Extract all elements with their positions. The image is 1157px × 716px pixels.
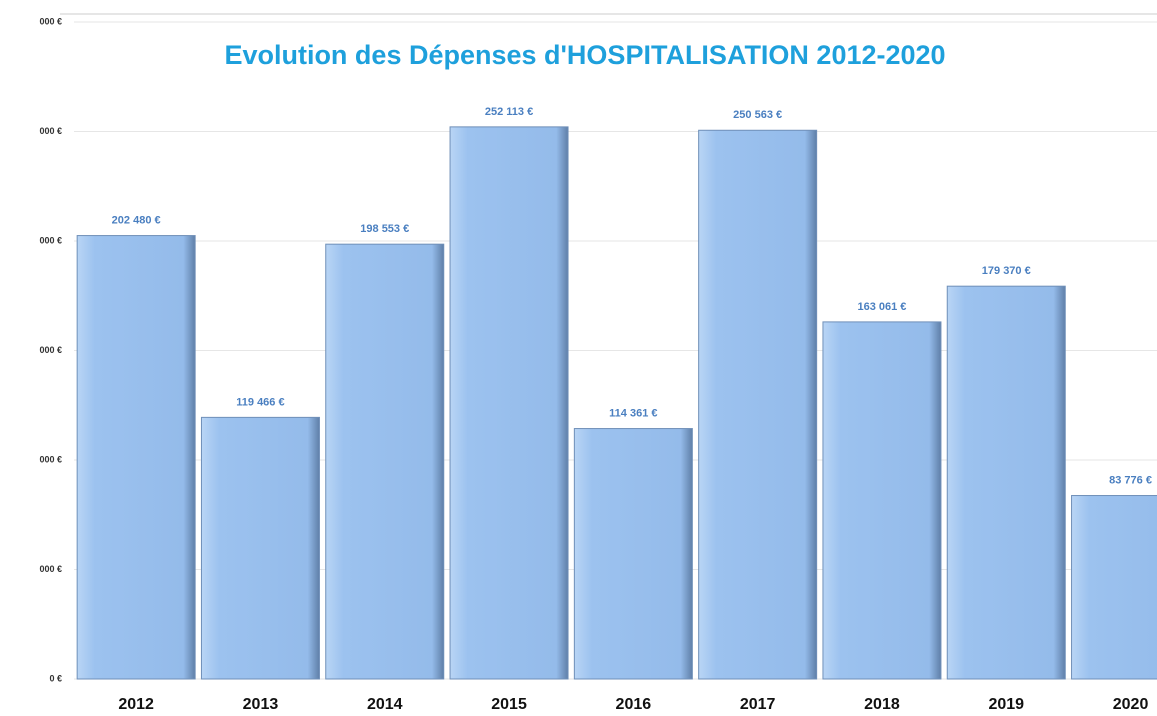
bar <box>698 129 818 680</box>
y-tick-label: 0 € <box>49 673 62 683</box>
bar <box>76 235 196 680</box>
y-tick-label: 000 € <box>39 235 62 245</box>
x-tick-label: 2018 <box>864 696 900 713</box>
y-tick-label: 000 € <box>39 345 62 355</box>
x-tick-label: 2015 <box>491 696 527 713</box>
x-tick-label: 2020 <box>1113 696 1149 713</box>
value-label: 202 480 € <box>112 214 161 226</box>
bar <box>822 321 942 680</box>
y-tick-label: 000 € <box>39 454 62 464</box>
value-label: 250 563 € <box>733 109 782 121</box>
value-label: 198 553 € <box>360 223 409 235</box>
x-tick-label: 2019 <box>988 696 1024 713</box>
x-tick-label: 2012 <box>118 696 154 713</box>
x-tick-label: 2017 <box>740 696 776 713</box>
bar <box>325 243 445 680</box>
value-label: 179 370 € <box>982 265 1031 277</box>
value-label: 114 361 € <box>609 407 657 419</box>
value-label: 119 466 € <box>236 396 284 408</box>
bar <box>1071 495 1157 680</box>
bar <box>200 416 320 680</box>
chart-title: Evolution des Dépenses d'HOSPITALISATION… <box>224 40 945 70</box>
value-label: 83 776 € <box>1109 474 1152 486</box>
y-tick-label: 000 € <box>39 16 62 26</box>
y-tick-label: 000 € <box>39 126 62 136</box>
x-tick-label: 2014 <box>367 696 403 713</box>
value-label: 252 113 € <box>485 106 533 118</box>
x-tick-label: 2016 <box>616 696 652 713</box>
bar <box>573 428 693 680</box>
bar <box>946 285 1066 680</box>
bar <box>449 126 569 680</box>
x-tick-label: 2013 <box>243 696 279 713</box>
value-label: 163 061 € <box>857 301 906 313</box>
y-tick-label: 000 € <box>39 564 62 574</box>
